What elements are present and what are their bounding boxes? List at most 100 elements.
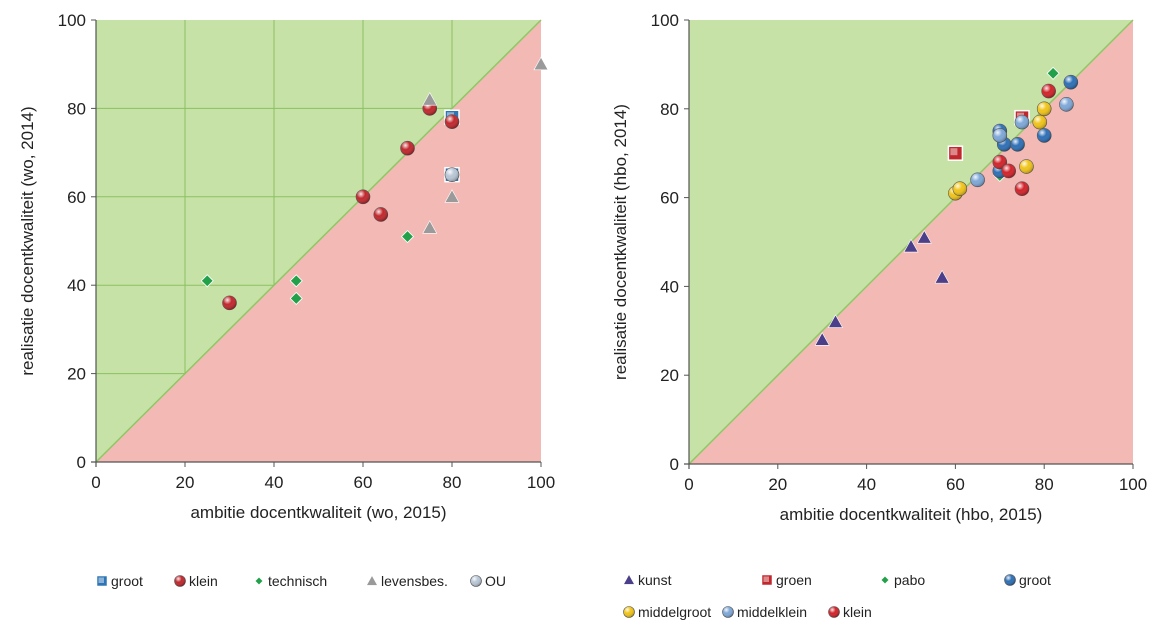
data-point <box>1063 74 1079 90</box>
grid-lines <box>96 20 453 375</box>
data-point <box>1041 83 1056 99</box>
data-point <box>1036 101 1052 117</box>
y-axis-label: realisatie docentkwaliteit (hbo, 2014) <box>611 104 630 380</box>
data-point <box>1010 137 1025 152</box>
diagonal-line <box>95 19 542 463</box>
legend-marker <box>470 575 482 587</box>
legend-marker <box>828 606 840 618</box>
x-tick-label: 80 <box>1035 475 1054 494</box>
data-point <box>947 145 964 161</box>
x-tick-label: 0 <box>91 473 100 492</box>
series-levensbes- <box>422 56 549 234</box>
legend-marker <box>722 606 734 618</box>
y-tick-label: 20 <box>660 366 679 385</box>
data-point <box>1019 159 1034 174</box>
data-point <box>444 114 460 129</box>
x-tick-label: 60 <box>946 475 965 494</box>
y-tick-label: 80 <box>67 99 86 118</box>
chart-hbo: 0 20 40 60 80 100 0 20 40 60 80 100 ambitie docentkw… <box>611 11 1147 524</box>
y-axis-label: realisatie docentkwaliteit (wo, 2014) <box>18 106 37 375</box>
data-point <box>916 229 932 244</box>
data-point <box>1014 114 1030 130</box>
series-klein <box>222 101 460 311</box>
data-point <box>422 220 438 234</box>
legend-item: groot <box>95 573 143 589</box>
data-point <box>1001 163 1016 179</box>
y-tick-label: 40 <box>660 277 679 296</box>
legend-label: groen <box>776 572 812 588</box>
data-point <box>828 314 844 328</box>
y-tick-label: 100 <box>651 11 679 30</box>
data-point <box>814 332 830 346</box>
series-ou <box>444 167 460 182</box>
data-point <box>1046 66 1060 80</box>
data-point <box>355 189 371 205</box>
y-tick-label: 60 <box>660 189 679 208</box>
data-point <box>533 56 549 71</box>
data-point <box>1014 181 1030 197</box>
data-point <box>222 295 237 311</box>
data-point <box>444 167 460 182</box>
x-axis-label: ambitie docentkwaliteit (hbo, 2015) <box>780 505 1043 524</box>
x-tick-label: 20 <box>768 475 787 494</box>
data-point <box>992 154 1008 170</box>
legend-item: levensbes. <box>365 573 448 589</box>
data-point <box>289 291 303 306</box>
legend-item: klein <box>828 604 872 620</box>
legend-label: groot <box>111 573 143 589</box>
data-point <box>934 269 950 284</box>
data-point <box>200 274 214 288</box>
legend-label: klein <box>189 573 218 589</box>
y-tick-label: 100 <box>58 11 86 30</box>
chart-wo: 0 20 40 60 80 100 0 20 40 60 80 100 ambitie docentkw… <box>18 11 555 522</box>
legend-marker <box>174 575 186 587</box>
data-point <box>903 238 919 253</box>
x-tick-label: 20 <box>176 473 195 492</box>
data-point <box>970 172 985 188</box>
legend-label: kunst <box>638 572 672 588</box>
legend-marker <box>254 576 264 586</box>
legend-label: middelgroot <box>638 604 711 620</box>
data-point <box>992 128 1008 143</box>
data-point <box>1036 128 1052 143</box>
legend-item: technisch <box>254 573 327 589</box>
legend-label: groot <box>1019 572 1051 588</box>
legend-marker <box>1004 574 1016 586</box>
y-tick-label: 80 <box>660 100 679 119</box>
legend-marker <box>760 573 774 587</box>
y-tick-label: 20 <box>67 365 86 384</box>
legend-hbo: kunst groen pabo groot middelgroot middelklei… <box>622 572 1051 620</box>
legend-item: middelgroot <box>623 604 711 620</box>
legend-marker <box>623 606 635 618</box>
series-technisch <box>200 230 415 306</box>
legend-marker <box>365 574 379 586</box>
data-point <box>400 140 415 156</box>
legend-wo: groot klein technisch levensbes. OU <box>95 573 506 589</box>
y-tick-label: 60 <box>67 188 86 207</box>
data-point <box>952 181 968 197</box>
legend-label: klein <box>843 604 872 620</box>
x-tick-label: 40 <box>265 473 284 492</box>
legend-item: pabo <box>880 572 925 588</box>
series-middelgroot <box>948 101 1052 201</box>
x-tick-label: 80 <box>443 473 462 492</box>
series-middelklein <box>970 97 1074 188</box>
legend-label: pabo <box>894 572 925 588</box>
data-point <box>1059 97 1074 112</box>
y-tick-label: 0 <box>77 453 86 472</box>
series-klein <box>992 83 1056 197</box>
x-tick-label: 60 <box>354 473 373 492</box>
legend-item: OU <box>470 573 506 589</box>
x-tick-label: 0 <box>684 475 693 494</box>
legend-marker <box>880 575 890 585</box>
x-tick-label: 40 <box>857 475 876 494</box>
x-tick-label: 100 <box>1119 475 1147 494</box>
data-point <box>444 189 460 203</box>
x-axis-label: ambitie docentkwaliteit (wo, 2015) <box>190 503 446 522</box>
x-tick-label: 100 <box>527 473 555 492</box>
y-tick-label: 40 <box>67 276 86 295</box>
legend-label: levensbes. <box>381 573 448 589</box>
data-point <box>289 274 303 288</box>
